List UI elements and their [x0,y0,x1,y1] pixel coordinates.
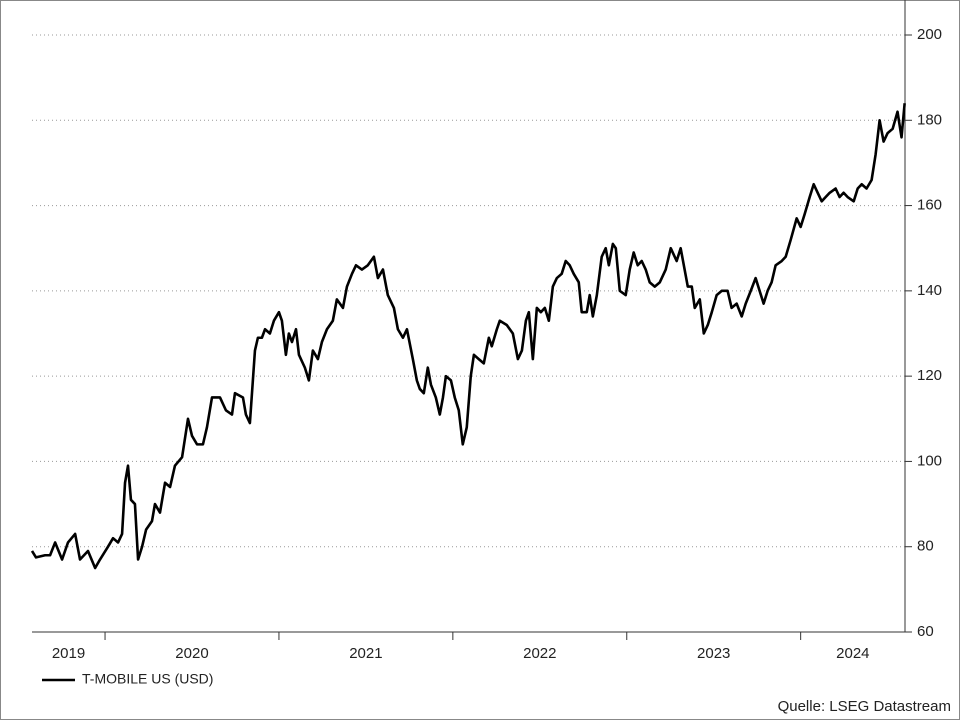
y-tick-label: 80 [917,538,934,555]
y-tick-label: 120 [917,367,942,384]
y-tick-label: 160 [917,197,942,214]
y-tick-label: 60 [917,623,934,640]
x-tick-label: 2023 [697,645,730,662]
x-tick-label: 2020 [175,645,208,662]
x-tick-label: 2019 [52,645,85,662]
legend-label: T-MOBILE US (USD) [82,671,213,687]
source-note: Quelle: LSEG Datastream [778,698,951,715]
y-tick-label: 200 [917,26,942,43]
x-tick-label: 2021 [349,645,382,662]
y-tick-label: 180 [917,111,942,128]
price-line [30,103,906,570]
x-tick-label: 2024 [836,645,869,662]
y-tick-label: 140 [917,282,942,299]
y-tick-label: 100 [917,452,942,469]
x-tick-label: 2022 [523,645,556,662]
